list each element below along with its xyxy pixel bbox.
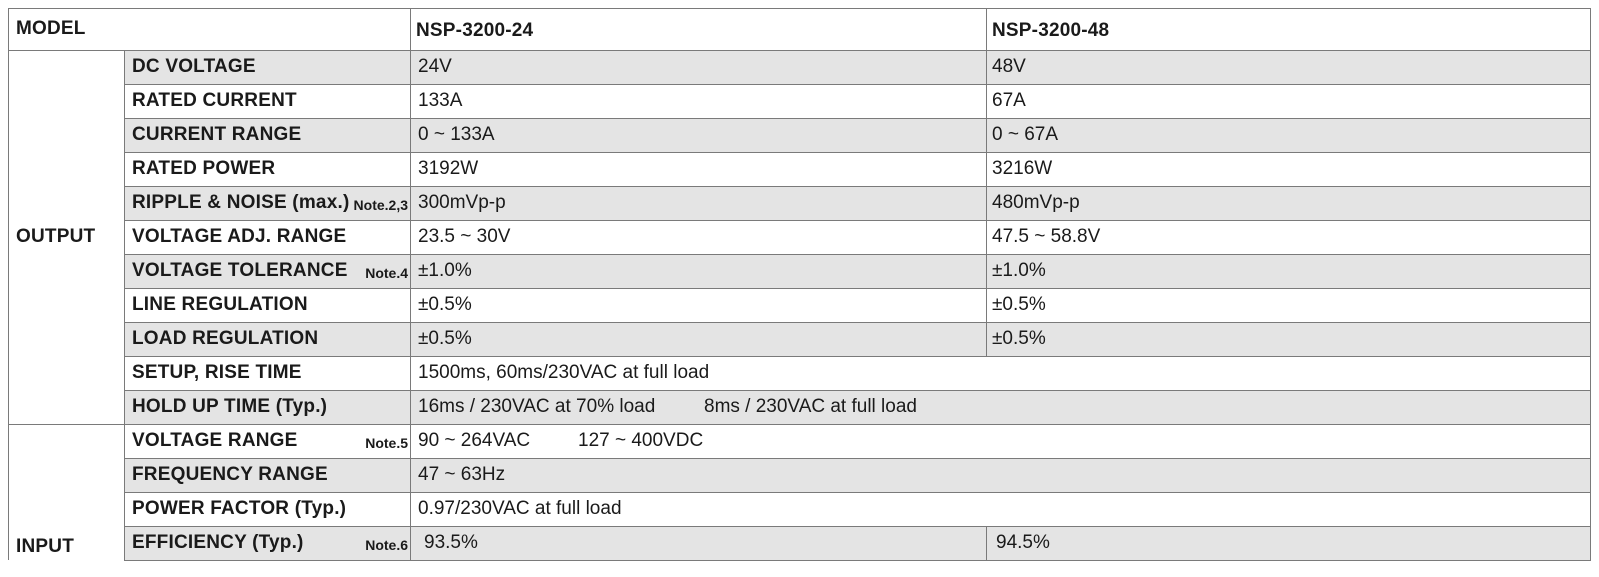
table-border-left (8, 8, 9, 560)
group-column-divider (124, 50, 125, 560)
spec-value-48: 48V (992, 56, 1026, 77)
row-shading (124, 50, 1591, 84)
spec-table: MODEL NSP-3200-24 NSP-3200-48 OUTPUT INPUT DC… (8, 8, 1591, 577)
spec-value-48: ±1.0% (992, 260, 1046, 281)
row-shading (124, 254, 1591, 288)
row-divider (124, 118, 1591, 119)
spec-value-24: ±0.5% (418, 328, 472, 349)
row-divider (124, 254, 1591, 255)
spec-label: EFFICIENCY (Typ.) (132, 532, 304, 553)
spec-value-24: ±0.5% (418, 294, 472, 315)
spec-value-24: 300mVp-p (418, 192, 506, 213)
spec-value-48: 47.5 ~ 58.8V (992, 226, 1101, 247)
spec-label: SETUP, RISE TIME (132, 362, 302, 383)
spec-label: HOLD UP TIME (Typ.) (132, 396, 328, 417)
row-divider (124, 492, 1591, 493)
spec-label: LOAD REGULATION (132, 328, 319, 349)
row-shading (124, 322, 1591, 356)
row-divider (124, 356, 1591, 357)
spec-value-extra: 8ms / 230VAC at full load (704, 396, 917, 417)
spec-value-24: 23.5 ~ 30V (418, 226, 511, 247)
spec-value-24: 93.5% (424, 532, 478, 553)
row-shading (124, 458, 1591, 492)
spec-value-24: 16ms / 230VAC at 70% load (418, 396, 656, 417)
spec-label: LINE REGULATION (132, 294, 308, 315)
note-ref: Note.6 (365, 537, 408, 553)
model-column-divider (986, 84, 987, 118)
spec-label: DC VOLTAGE (132, 56, 256, 77)
spec-value-24: 90 ~ 264VAC (418, 430, 531, 451)
model-column-divider (986, 186, 987, 220)
model-column-divider (986, 8, 987, 50)
spec-value-48: 3216W (992, 158, 1053, 179)
row-divider (124, 560, 1591, 561)
note-ref: Note.2,3 (353, 197, 408, 213)
model-name-24: NSP-3200-24 (416, 20, 534, 41)
row-shading (124, 118, 1591, 152)
spec-label: POWER FACTOR (Typ.) (132, 498, 347, 519)
spec-label: RATED CURRENT (132, 90, 297, 111)
row-divider (124, 526, 1591, 527)
spec-label: RATED POWER (132, 158, 276, 179)
row-divider (124, 322, 1591, 323)
row-divider (124, 84, 1591, 85)
spec-value-48: 94.5% (996, 532, 1050, 553)
spec-value-48: ±0.5% (992, 328, 1046, 349)
note-ref: Note.4 (365, 265, 408, 281)
row-shading (124, 390, 1591, 424)
spec-value-24: 24V (418, 56, 452, 77)
spec-value-24: ±1.0% (418, 260, 472, 281)
table-border-right (1590, 8, 1591, 560)
row-divider (8, 424, 1591, 425)
row-divider (124, 186, 1591, 187)
table-border-top (8, 8, 1591, 9)
spec-value-24: 0.97/230VAC at full load (418, 498, 622, 519)
row-divider (124, 288, 1591, 289)
model-column-divider (986, 322, 987, 356)
row-divider (124, 390, 1591, 391)
model-column-divider (986, 152, 987, 186)
spec-value-48: ±0.5% (992, 294, 1046, 315)
spec-value-24: 1500ms, 60ms/230VAC at full load (418, 362, 710, 383)
group-label-output: OUTPUT (16, 226, 96, 247)
model-column-divider (986, 50, 987, 84)
spec-value-48: 67A (992, 90, 1026, 111)
row-divider (124, 152, 1591, 153)
header-divider (8, 50, 1591, 51)
row-shading (124, 526, 1591, 560)
model-name-48: NSP-3200-48 (992, 20, 1110, 41)
spec-value-24: 47 ~ 63Hz (418, 464, 506, 485)
model-label: MODEL (16, 18, 86, 39)
spec-label: RIPPLE & NOISE (max.) (132, 192, 350, 213)
row-divider (124, 458, 1591, 459)
spec-label: FREQUENCY RANGE (132, 464, 328, 485)
spec-value-24: 0 ~ 133A (418, 124, 495, 145)
model-column-divider (986, 220, 987, 254)
spec-value-48: 0 ~ 67A (992, 124, 1059, 145)
model-column-divider (986, 526, 987, 560)
spec-value-48: 480mVp-p (992, 192, 1080, 213)
model-column-divider (986, 254, 987, 288)
label-column-divider (410, 8, 411, 560)
row-divider (124, 220, 1591, 221)
row-shading (124, 186, 1591, 220)
spec-label: VOLTAGE RANGE (132, 430, 298, 451)
spec-value-extra: 127 ~ 400VDC (578, 430, 704, 451)
spec-label: VOLTAGE ADJ. RANGE (132, 226, 347, 247)
spec-label: CURRENT RANGE (132, 124, 302, 145)
spec-value-24: 133A (418, 90, 463, 111)
note-ref: Note.5 (365, 435, 408, 451)
model-column-divider (986, 288, 987, 322)
spec-value-24: 3192W (418, 158, 479, 179)
model-column-divider (986, 118, 987, 152)
group-label-input: INPUT (16, 536, 74, 557)
spec-label: VOLTAGE TOLERANCE (132, 260, 348, 281)
